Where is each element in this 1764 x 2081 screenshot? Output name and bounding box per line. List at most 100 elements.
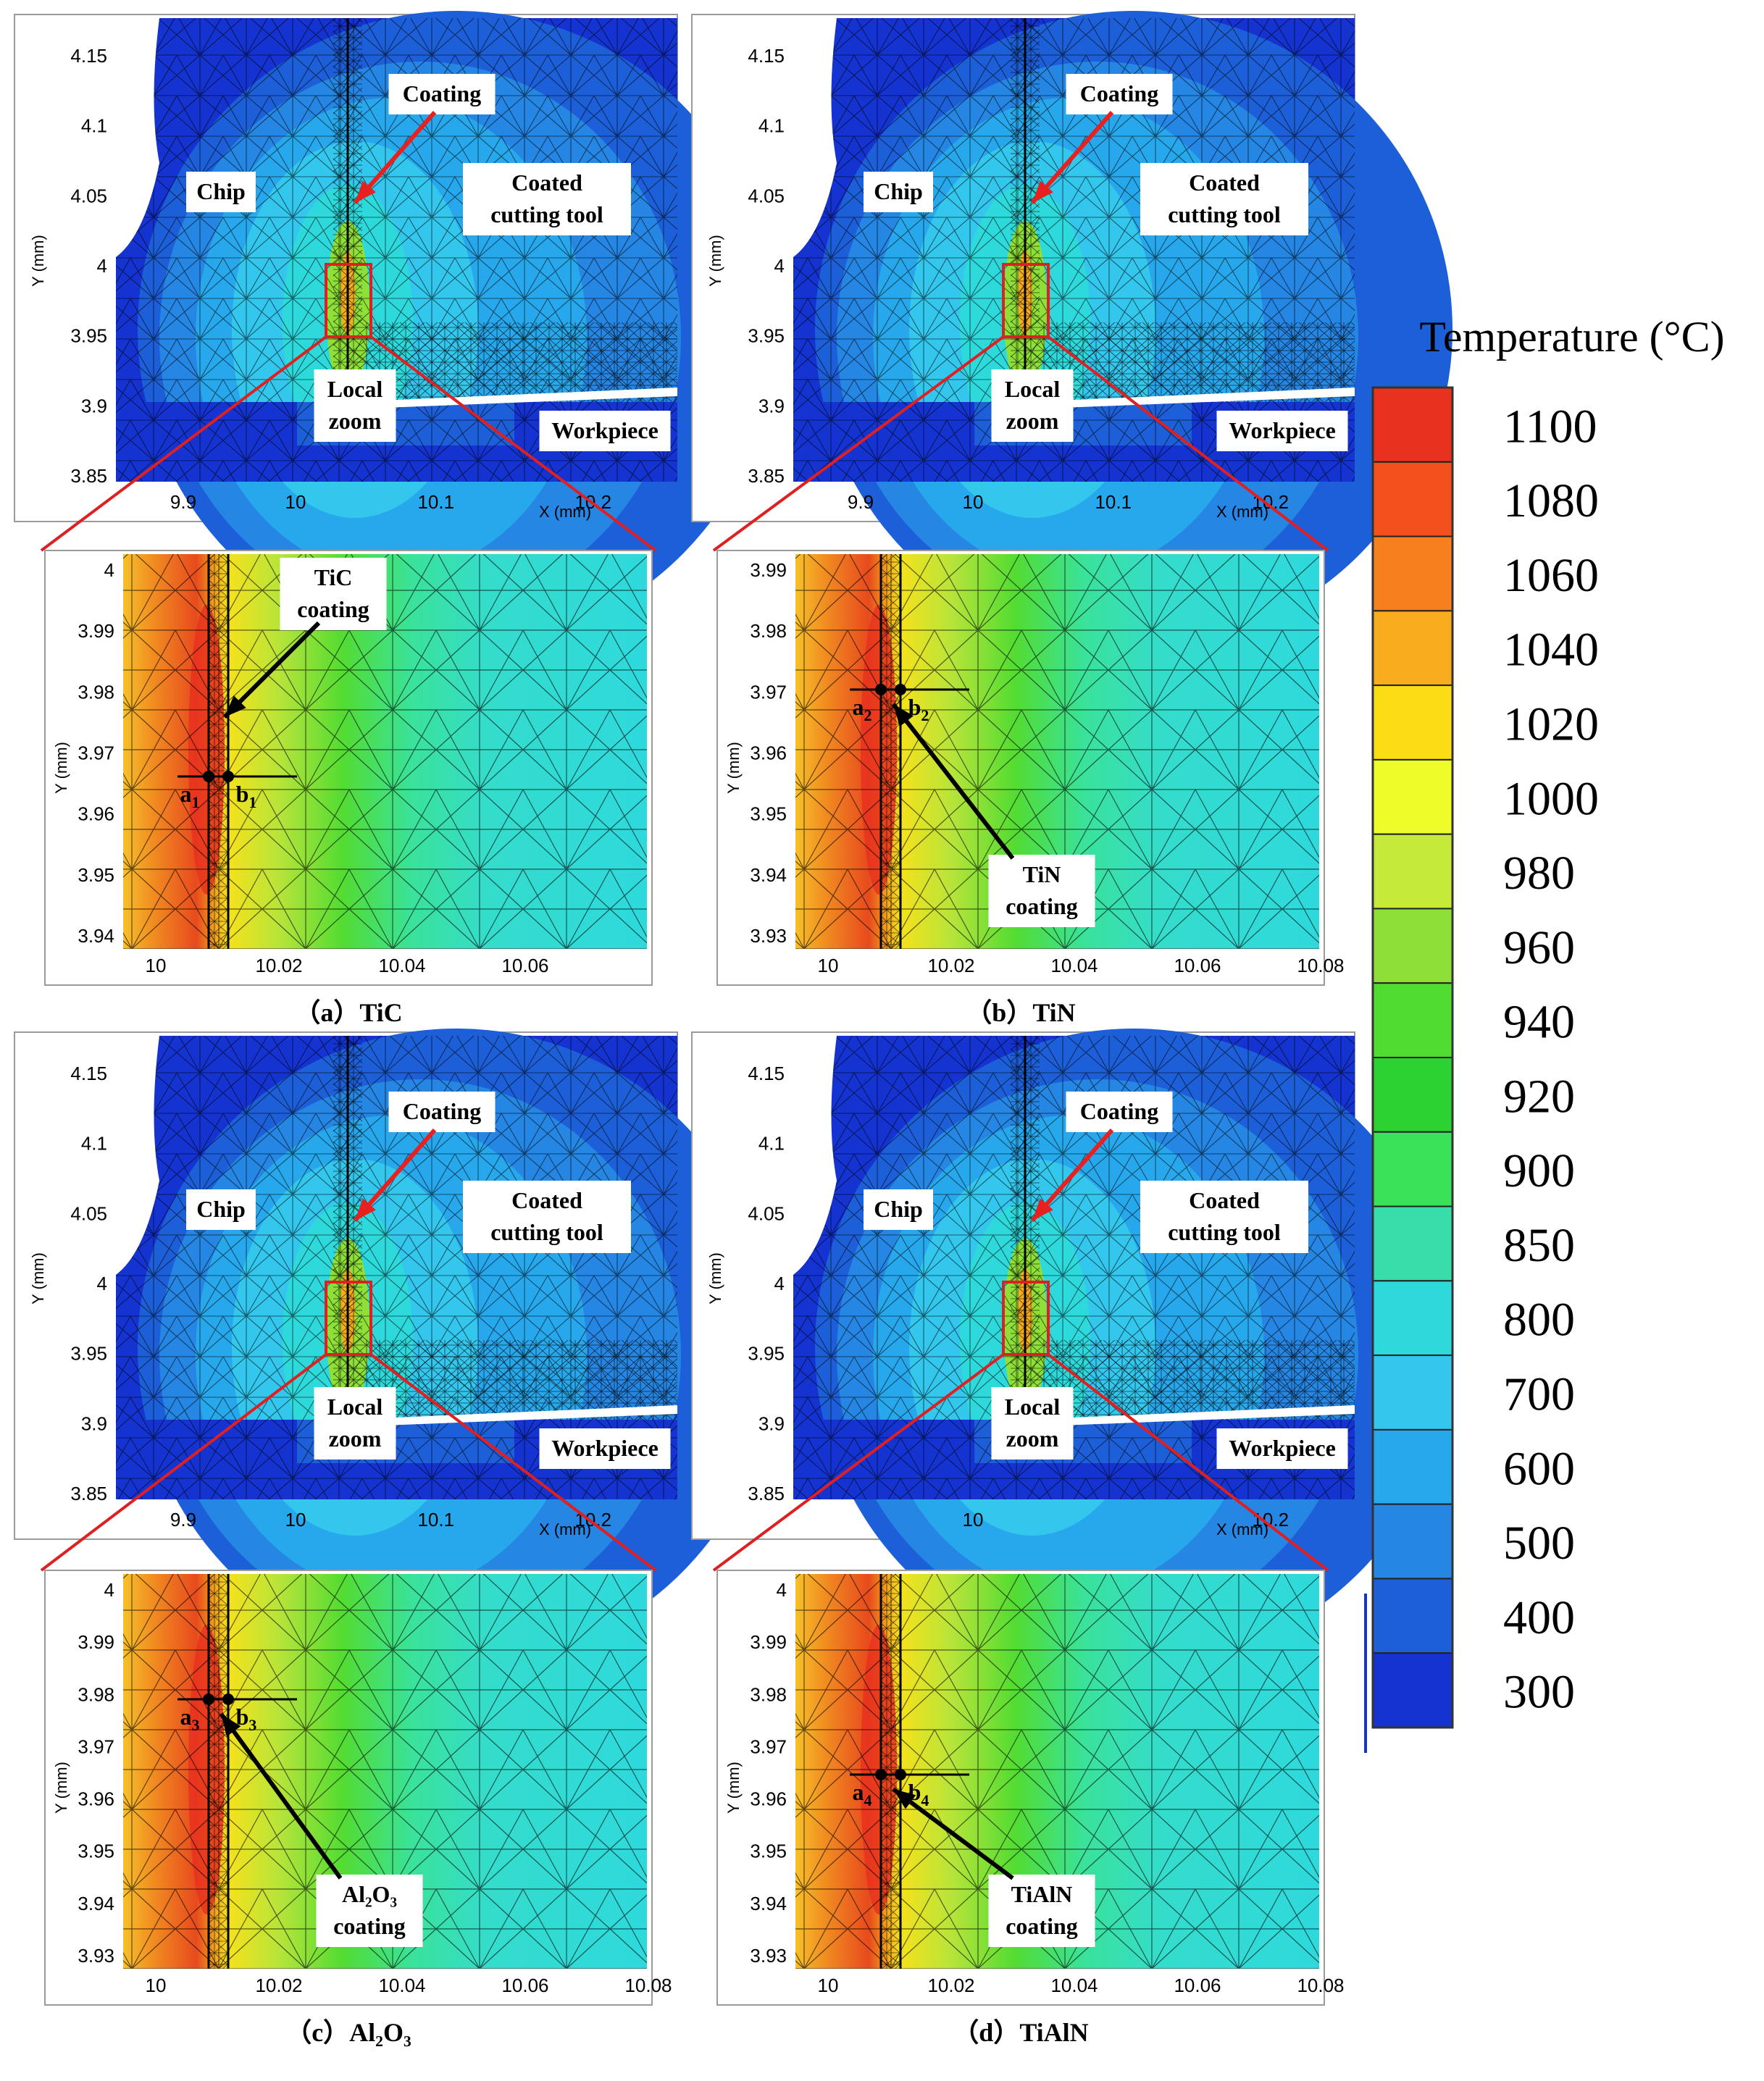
- coating-label: Coating: [1066, 1092, 1173, 1132]
- zoom-coating-arrow: [219, 1712, 343, 1880]
- zoom-region-box: [1002, 263, 1050, 338]
- colorbar-value: 300: [1503, 1666, 1575, 1719]
- panel-b: 9.9 10 10.1 10.2 4.15 4.1 4.05 4 3.95 3.9 3.85 X (m…: [691, 11, 1452, 1027]
- colorbar-value: 800: [1503, 1294, 1575, 1347]
- x-tick-label: 10.06: [1174, 1975, 1221, 1996]
- coating-arrow: [353, 111, 437, 204]
- y-tick-label: 3.85: [748, 1483, 785, 1504]
- y-tick-label: 4: [777, 1579, 787, 1601]
- y-tick-label: 4.15: [70, 45, 107, 67]
- x-tick-label: 10: [146, 1975, 167, 1996]
- zoom-connector-left: [712, 1353, 1005, 1572]
- y-tick-label: 4: [774, 255, 785, 277]
- colorbar-value: 1080: [1503, 474, 1599, 527]
- label-line: Local: [1005, 376, 1061, 402]
- zoom-connector-left: [40, 1353, 327, 1572]
- point-b-marker: [895, 684, 906, 695]
- point-a-marker: [875, 684, 887, 695]
- label-line: Local: [1005, 1394, 1061, 1420]
- label-line: coating: [333, 1913, 406, 1939]
- y-tick-label: 4.1: [758, 1133, 785, 1155]
- x-axis-label: X (mm): [1216, 503, 1268, 521]
- y-tick-label: 3.98: [750, 1683, 787, 1705]
- chip-label: Chip: [186, 1189, 256, 1230]
- colorbar-swatch: [1372, 1131, 1453, 1207]
- point-b-marker: [222, 771, 234, 782]
- workpiece-label: Workpiece: [1216, 411, 1348, 451]
- y-tick-label: 3.99: [750, 559, 787, 581]
- x-tick-label: 10: [146, 955, 167, 976]
- y-tick-label: 4.05: [748, 1202, 785, 1224]
- y-tick-label: 4: [774, 1273, 785, 1294]
- coating-arrow: [1030, 111, 1114, 204]
- zoom-connector-left: [40, 335, 327, 552]
- colorbar-value: 1060: [1503, 549, 1599, 602]
- label-line: Chip: [196, 1196, 246, 1222]
- x-tick-label: 10.04: [1050, 955, 1098, 976]
- zoom-connector-left: [712, 335, 1005, 552]
- label-line: Coated: [511, 1187, 582, 1213]
- y-tick-label: 3.98: [750, 620, 787, 642]
- colorbar-swatch: [1372, 833, 1453, 910]
- y-tick-label: 4.15: [748, 45, 785, 67]
- label-line: cutting tool: [490, 1219, 603, 1245]
- x-tick-label: 10.02: [927, 955, 974, 976]
- coarse-plot: [116, 1029, 775, 1666]
- y-tick-label: 3.98: [78, 1683, 114, 1705]
- y-tick-label: 3.96: [750, 1788, 787, 1810]
- x-tick-label: 10: [963, 1509, 984, 1531]
- tool-flank-gap: [348, 388, 677, 409]
- label-line: Workpiece: [1229, 417, 1336, 443]
- label-line: Coating: [403, 1098, 481, 1124]
- y-tick-label: 3.96: [78, 803, 114, 825]
- y-tick-label: 4.15: [748, 1063, 785, 1084]
- y-tick-label: 3.9: [758, 395, 785, 416]
- label-line: Local: [327, 1394, 383, 1420]
- y-tick-label: 4.05: [70, 1202, 107, 1224]
- y-tick-label: 3.99: [750, 1631, 787, 1653]
- y-tick-label: 3.93: [78, 1945, 114, 1967]
- x-tick-label: 10.1: [1095, 491, 1132, 513]
- y-tick-label: 3.95: [750, 803, 787, 825]
- label-line: TiC: [314, 564, 353, 590]
- colorbar-swatch: [1372, 982, 1453, 1058]
- panel-caption: （b）TiN: [966, 998, 1075, 1027]
- y-axis-label: Y (mm): [52, 1762, 70, 1814]
- zoom-view: 10 10.02 10.04 10.06 10.08 3.99 3.98 3.97 3.96 3.…: [716, 550, 1345, 986]
- x-tick-label: 9.9: [170, 1509, 196, 1531]
- label-line: TiAlN: [1011, 1881, 1073, 1907]
- label-line: coating: [1006, 893, 1078, 919]
- y-tick-label: 4: [97, 255, 107, 277]
- colorbar-swatch: [1372, 1057, 1453, 1133]
- y-tick-label: 3.95: [78, 864, 114, 886]
- y-tick-label: 3.96: [78, 1788, 114, 1810]
- y-axis-label: Y (mm): [52, 742, 70, 794]
- x-axis-label: X (mm): [539, 503, 591, 521]
- x-tick-label: 10.02: [255, 955, 302, 976]
- zoom-view: 10 10.02 10.04 10.06 10.08 4 3.99 3.98 3.97 3.96 3…: [44, 1570, 672, 2006]
- y-tick-label: 3.94: [750, 864, 787, 886]
- x-axis-label: X (mm): [539, 1520, 591, 1538]
- label-line: Coated: [1189, 1187, 1260, 1213]
- label-line: Chip: [874, 1196, 923, 1222]
- tool-flank-gap: [1025, 1405, 1355, 1427]
- y-tick-label: 3.93: [750, 925, 787, 947]
- x-tick-label: 9.9: [170, 491, 196, 513]
- label-line: cutting tool: [490, 201, 603, 227]
- y-tick-label: 4.1: [81, 115, 107, 137]
- colorbar-swatch: [1372, 1205, 1453, 1282]
- x-tick-label: 10: [818, 955, 839, 976]
- y-tick-label: 3.9: [758, 1412, 785, 1434]
- label-line: Workpiece: [551, 1435, 659, 1461]
- tool-label: Coated cutting tool: [1140, 163, 1308, 235]
- y-tick-label: 4: [104, 559, 114, 581]
- colorbar-swatch: [1372, 1578, 1453, 1654]
- colorbar-swatch: [1372, 1503, 1453, 1580]
- colorbar-value: 940: [1503, 996, 1575, 1049]
- x-tick-label: 9.9: [848, 491, 874, 513]
- label-line: TiN: [1023, 861, 1061, 887]
- colorbar-value: 1020: [1503, 698, 1599, 751]
- colorbar-value: 960: [1503, 921, 1575, 974]
